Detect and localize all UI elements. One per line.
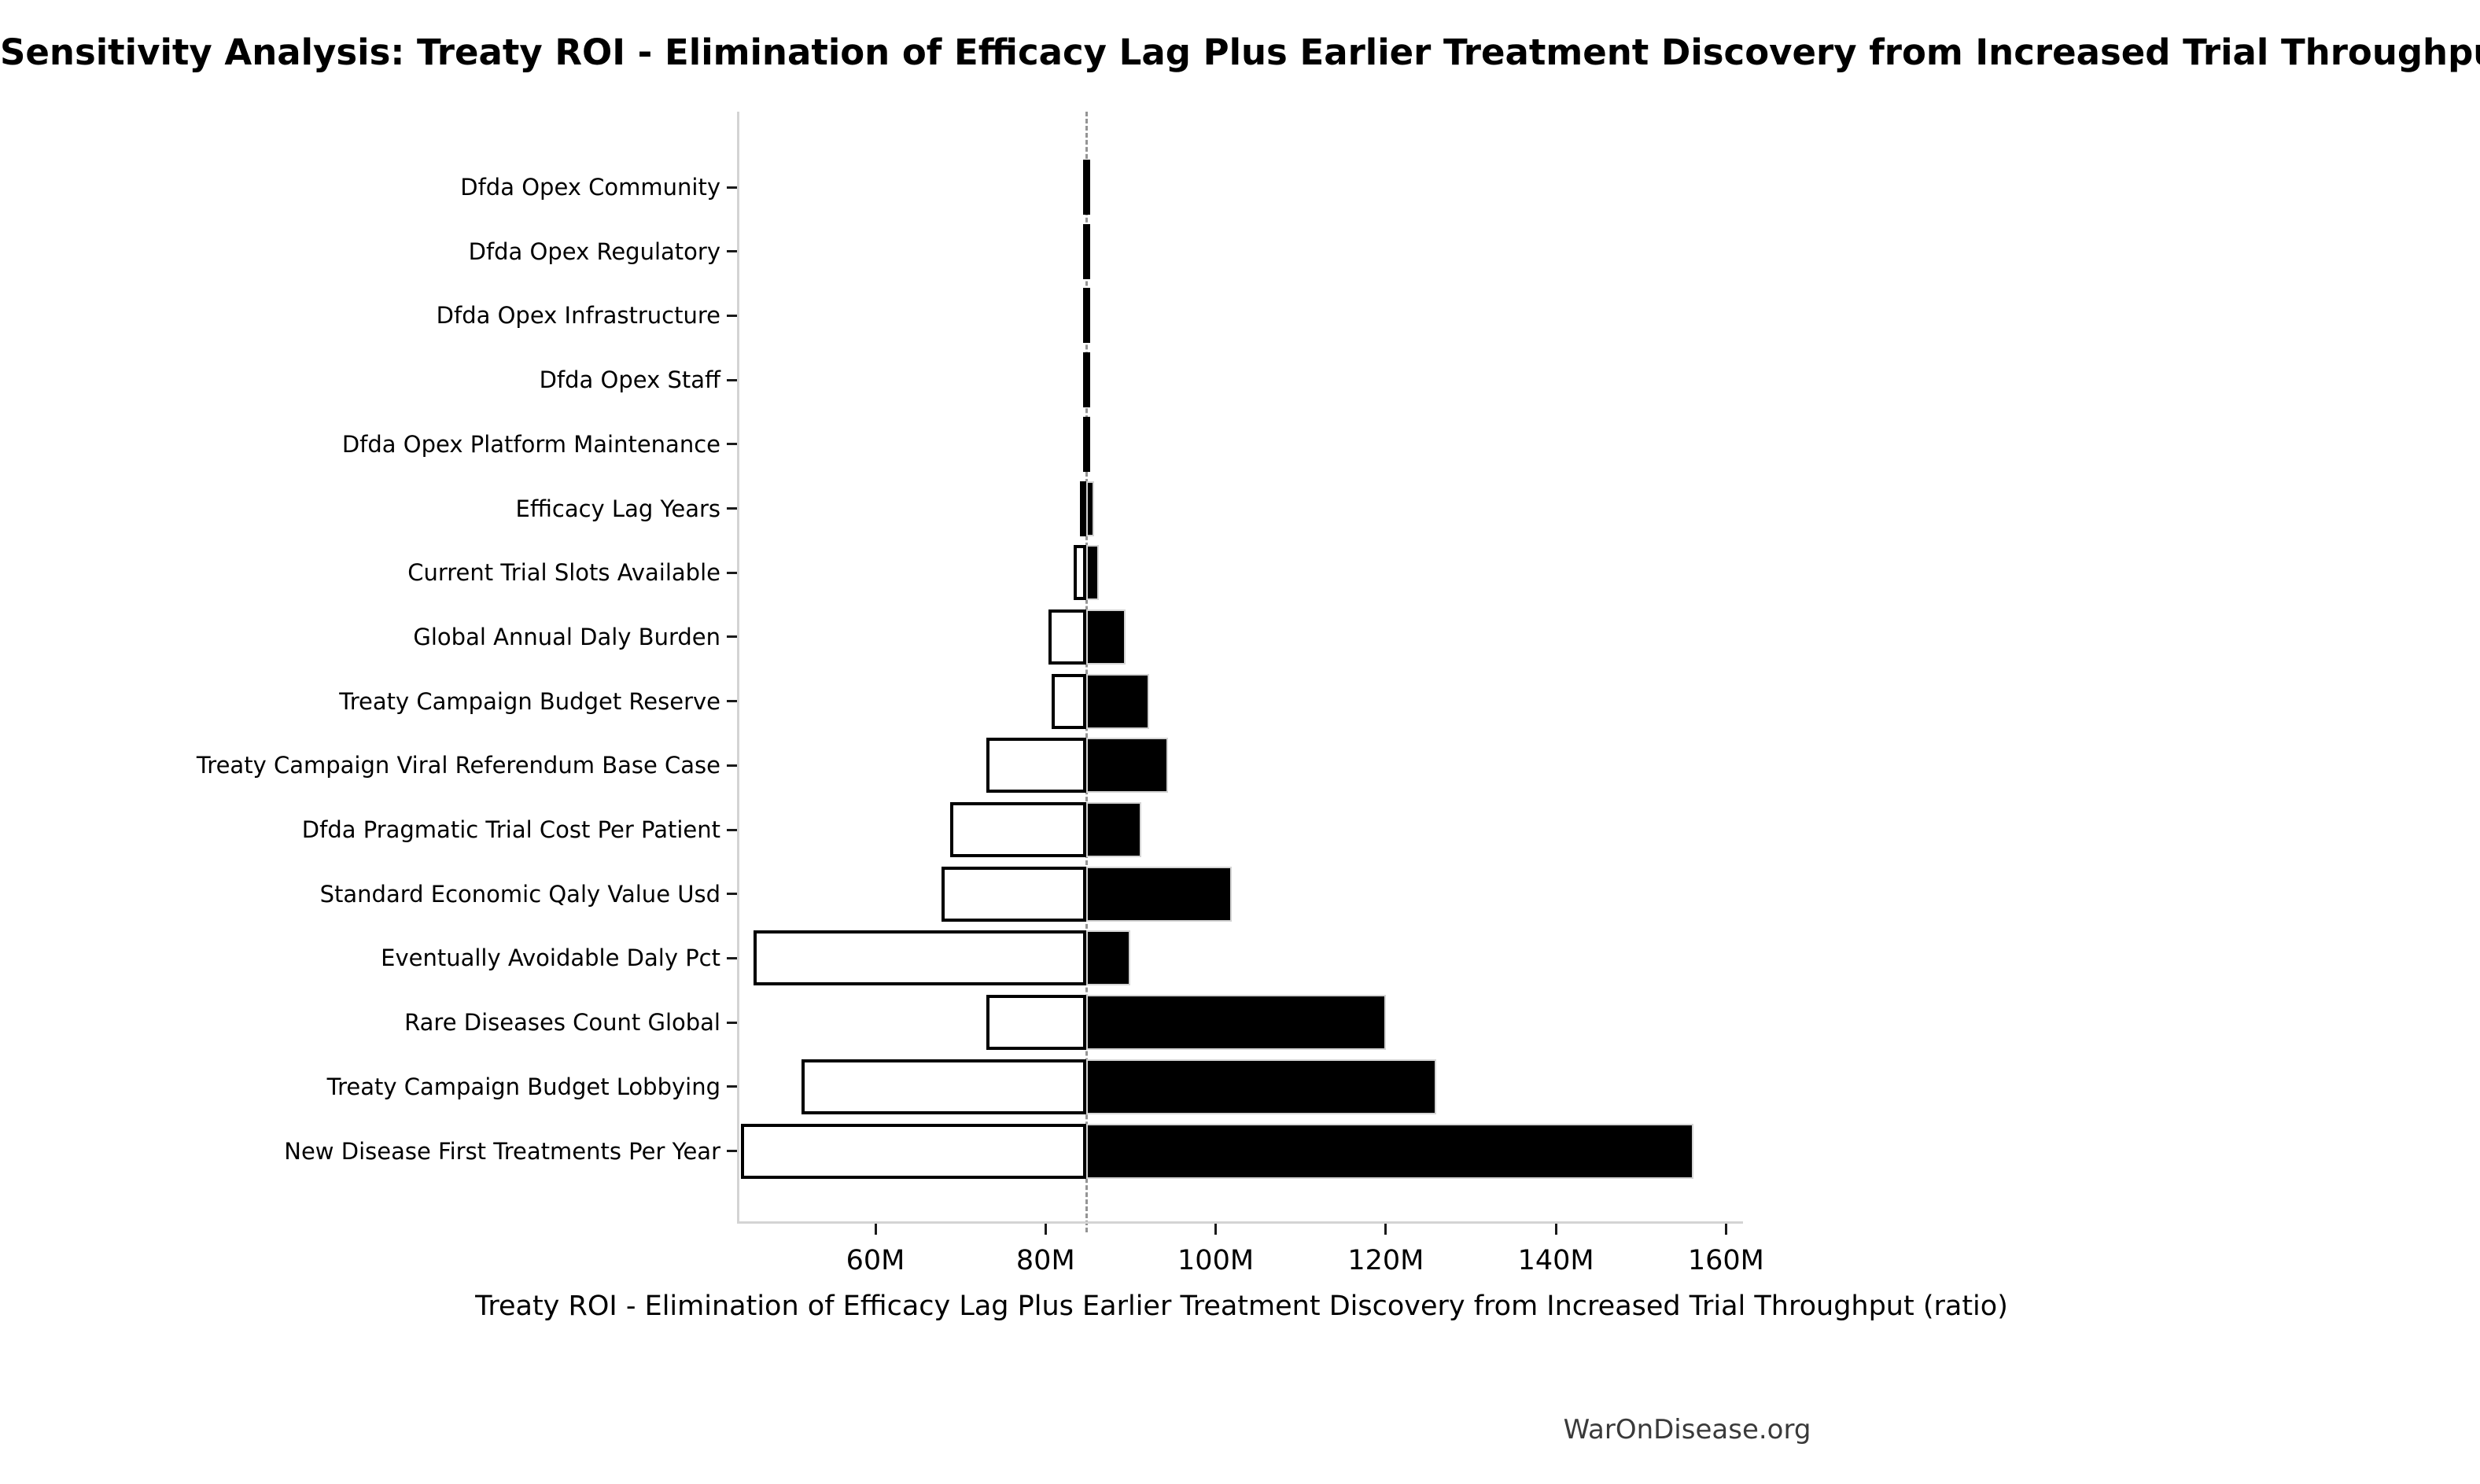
bar-near-zero xyxy=(1082,223,1090,279)
x-tick-label: 100M xyxy=(1177,1245,1255,1276)
y-axis-label: Treaty Campaign Viral Referendum Base Ca… xyxy=(196,752,720,779)
x-tick-mark xyxy=(1724,1224,1727,1235)
bar-near-zero xyxy=(1082,416,1090,472)
y-axis-label: Efficacy Lag Years xyxy=(515,495,720,522)
y-tick-mark xyxy=(727,186,737,189)
y-tick-mark xyxy=(727,1085,737,1088)
y-axis-label: Treaty Campaign Budget Lobbying xyxy=(326,1073,720,1100)
y-tick-mark xyxy=(727,1021,737,1024)
bar-high-side xyxy=(1086,866,1233,922)
bar-low-side xyxy=(942,866,1087,922)
bar-low-side xyxy=(1079,481,1087,536)
y-axis-label: Treaty Campaign Budget Reserve xyxy=(339,687,720,715)
y-axis-label: Dfda Opex Platform Maintenance xyxy=(341,430,720,458)
chart-title: Sensitivity Analysis: Treaty ROI - Elimi… xyxy=(0,31,2480,73)
y-axis-spine xyxy=(737,112,739,1221)
bar-low-side xyxy=(1048,609,1087,665)
bar-low-side xyxy=(1073,545,1087,601)
bar-low-side xyxy=(1051,673,1087,729)
x-tick-mark xyxy=(1554,1224,1557,1235)
x-tick-label: 80M xyxy=(1015,1245,1075,1276)
y-axis-label: Dfda Opex Staff xyxy=(539,366,720,394)
x-tick-label: 60M xyxy=(846,1245,905,1276)
y-tick-mark xyxy=(727,314,737,317)
y-tick-mark xyxy=(727,1150,737,1152)
bar-high-side xyxy=(1086,481,1094,536)
x-tick-mark xyxy=(1384,1224,1387,1235)
y-axis-label: Current Trial Slots Available xyxy=(407,559,720,587)
bar-high-side xyxy=(1086,673,1150,729)
bar-low-side xyxy=(950,802,1087,857)
y-tick-mark xyxy=(727,893,737,896)
bar-near-zero xyxy=(1082,160,1090,215)
x-tick-mark xyxy=(1214,1224,1218,1235)
footer-watermark: WarOnDisease.org xyxy=(1563,1414,1811,1445)
y-tick-mark xyxy=(727,571,737,574)
bar-low-side xyxy=(741,1123,1087,1179)
bar-near-zero xyxy=(1082,352,1090,408)
x-axis-label: Treaty ROI - Elimination of Efficacy Lag… xyxy=(475,1291,2008,1322)
x-tick-label: 120M xyxy=(1347,1245,1424,1276)
bar-low-side xyxy=(986,995,1087,1051)
bar-high-side xyxy=(1086,930,1131,986)
y-axis-label: Dfda Opex Community xyxy=(460,174,720,201)
bar-high-side xyxy=(1086,609,1126,665)
y-axis-label: Standard Economic Qaly Value Usd xyxy=(319,880,720,908)
y-axis-label: Rare Diseases Count Global xyxy=(404,1009,720,1037)
y-tick-mark xyxy=(727,378,737,381)
y-axis-label: Dfda Pragmatic Trial Cost Per Patient xyxy=(301,816,720,843)
baseline-dashed-line xyxy=(1085,112,1088,1232)
y-tick-mark xyxy=(727,635,737,639)
bar-high-side xyxy=(1086,738,1168,794)
y-tick-mark xyxy=(727,956,737,959)
bar-low-side xyxy=(754,930,1087,986)
y-tick-mark xyxy=(727,507,737,510)
y-tick-mark xyxy=(727,828,737,831)
x-tick-label: 160M xyxy=(1687,1245,1764,1276)
bar-low-side xyxy=(986,738,1087,794)
bar-low-side xyxy=(801,1059,1087,1114)
bar-high-side xyxy=(1086,802,1142,857)
y-tick-mark xyxy=(727,443,737,446)
bar-high-side xyxy=(1086,995,1386,1051)
x-tick-mark xyxy=(874,1224,877,1235)
y-axis-label: New Disease First Treatments Per Year xyxy=(284,1137,720,1165)
x-tick-label: 140M xyxy=(1517,1245,1594,1276)
y-axis-label: Eventually Avoidable Daly Pct xyxy=(381,945,720,972)
bar-high-side xyxy=(1086,545,1100,601)
y-tick-mark xyxy=(727,764,737,767)
y-axis-label: Dfda Opex Infrastructure xyxy=(436,302,720,330)
y-axis-label: Global Annual Daly Burden xyxy=(413,623,720,650)
y-tick-mark xyxy=(727,250,737,253)
bar-high-side xyxy=(1086,1059,1436,1114)
y-tick-mark xyxy=(727,700,737,703)
bar-near-zero xyxy=(1082,288,1090,344)
x-tick-mark xyxy=(1044,1224,1047,1235)
x-axis-spine xyxy=(737,1221,1743,1224)
bar-high-side xyxy=(1086,1123,1694,1179)
y-axis-label: Dfda Opex Regulatory xyxy=(468,238,720,265)
